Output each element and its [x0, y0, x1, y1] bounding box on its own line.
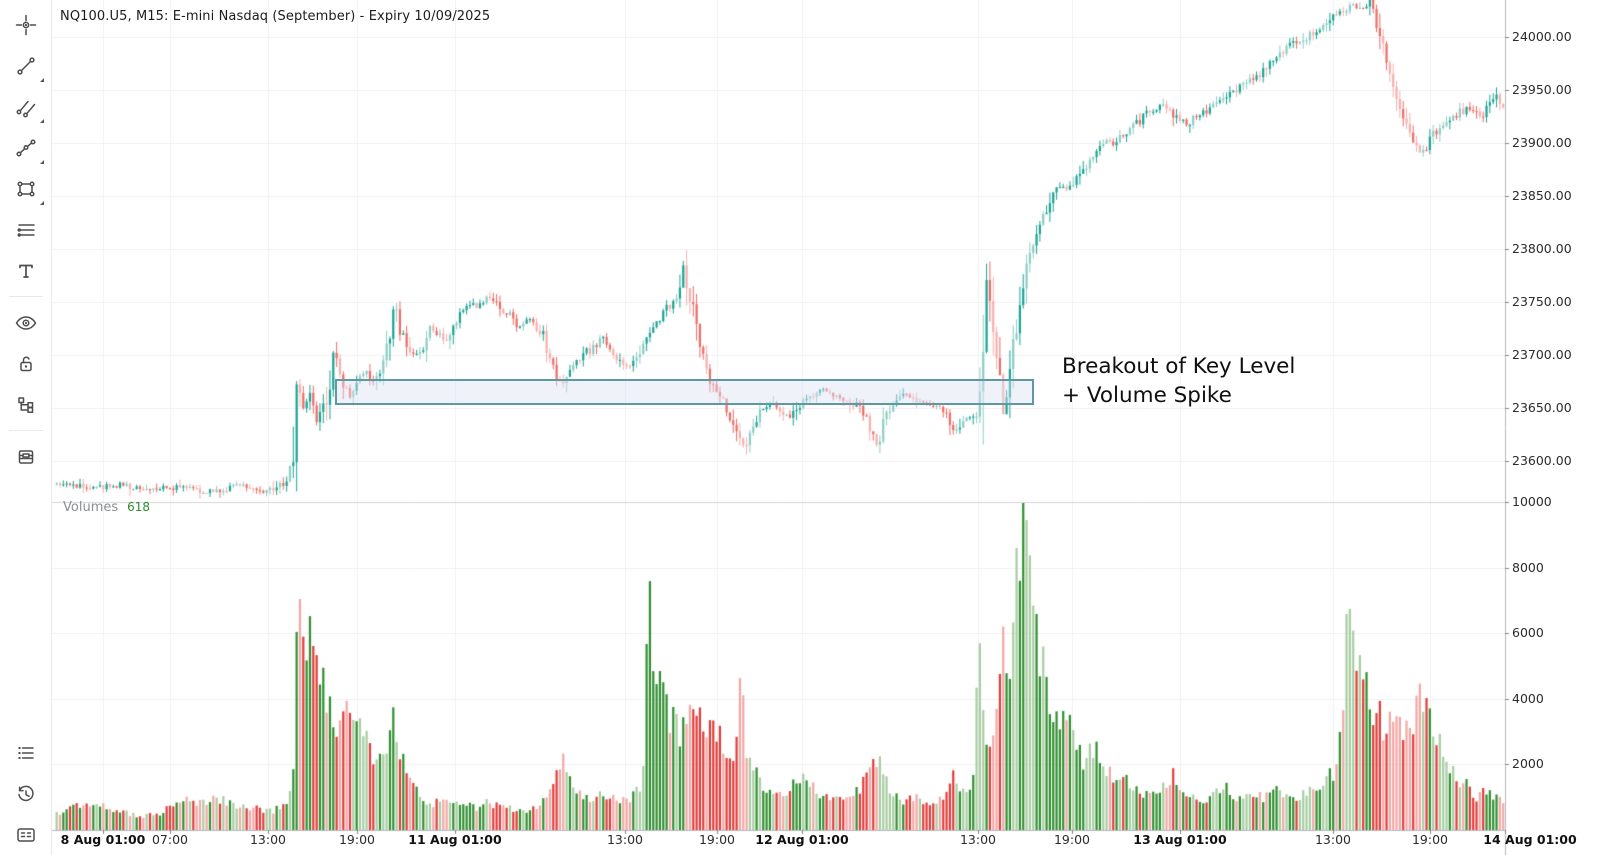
time-tick-label: 19:00 — [338, 832, 376, 847]
hide-drawings-button[interactable] — [5, 302, 47, 343]
remove-drawings-button[interactable] — [5, 436, 47, 477]
object-tree-icon — [17, 396, 33, 413]
history-clock-icon — [17, 785, 34, 801]
price-tick-label: 23950.00 — [1512, 82, 1572, 97]
time-tick-label: 07:00 — [151, 832, 189, 847]
fibonacci-icon — [17, 223, 35, 237]
object-tree-button[interactable] — [5, 384, 47, 425]
time-tick-label: 19:00 — [698, 832, 736, 847]
volume-indicator-name: Volumes — [63, 500, 119, 515]
annotation-line-2: + Volume Spike — [1062, 383, 1232, 408]
volume-tick-label: 10000 — [1512, 494, 1552, 509]
submenu-corner — [39, 201, 44, 205]
trend-line-icon — [16, 56, 35, 75]
time-tick-label: 13:00 — [1314, 832, 1352, 847]
price-tick-label: 23750.00 — [1512, 294, 1572, 309]
fibonacci-tool-button[interactable] — [5, 209, 47, 250]
time-tick-label: 19:00 — [1411, 832, 1449, 847]
volume-indicator-value: 618 — [127, 500, 151, 514]
time-tick-label: 13:00 — [606, 832, 644, 847]
crosshair-tool-button[interactable] — [5, 4, 47, 45]
remove-drawings-icon — [18, 449, 33, 464]
text-tool-button[interactable] — [5, 250, 47, 291]
shapes-tool-button[interactable] — [5, 168, 47, 209]
unlocked-padlock-icon — [19, 356, 32, 371]
history-button[interactable] — [5, 773, 47, 814]
polyline-icon — [15, 138, 36, 157]
notes-card-button[interactable] — [5, 814, 47, 855]
toolbar-separator — [8, 296, 43, 297]
crosshair-icon — [15, 14, 36, 35]
time-tick-label: 14 Aug 01:00 — [1483, 832, 1577, 847]
chart-title: NQ100.U5, M15: E-mini Nasdaq (September)… — [60, 9, 491, 24]
price-tick-label: 23650.00 — [1512, 400, 1572, 415]
submenu-corner — [39, 160, 44, 164]
volume-tick-label: 2000 — [1512, 756, 1544, 772]
price-tick-label: 23800.00 — [1512, 241, 1572, 256]
parallel-channel-tool-button[interactable] — [5, 86, 47, 127]
list-button[interactable] — [5, 732, 47, 773]
list-icon — [18, 746, 34, 759]
toolbar-separator — [8, 430, 43, 431]
price-tick-label: 23900.00 — [1512, 135, 1572, 150]
parallel-channel-icon — [16, 100, 35, 117]
trend-line-tool-button[interactable] — [5, 45, 47, 86]
key-level-rectangle-drawing[interactable] — [335, 379, 1034, 405]
time-tick-label: 12 Aug 01:00 — [755, 832, 849, 847]
notes-card-icon — [16, 827, 35, 842]
shapes-icon — [16, 180, 35, 197]
volume-indicator-label[interactable]: Volumes 618 — [63, 500, 150, 515]
breakout-annotation-text[interactable]: Breakout of Key Level + Volume Spike — [1062, 352, 1295, 410]
eye-icon — [15, 315, 36, 330]
price-tick-label: 23600.00 — [1512, 453, 1572, 468]
polyline-tool-button[interactable] — [5, 127, 47, 168]
time-tick-label: 13:00 — [249, 832, 287, 847]
price-tick-label: 23850.00 — [1512, 188, 1572, 203]
submenu-corner — [39, 119, 44, 123]
volume-tick-label: 4000 — [1512, 690, 1544, 706]
text-tool-icon — [18, 264, 33, 278]
price-tick-label: 23700.00 — [1512, 347, 1572, 362]
time-tick-label: 13 Aug 01:00 — [1133, 832, 1227, 847]
price-tick-label: 24000.00 — [1512, 29, 1572, 44]
time-tick-label: 13:00 — [959, 832, 997, 847]
time-tick-label: 19:00 — [1053, 832, 1091, 847]
volume-tick-label: 6000 — [1512, 625, 1544, 641]
time-tick-label: 11 Aug 01:00 — [408, 832, 502, 847]
lock-drawings-button[interactable] — [5, 343, 47, 384]
volume-tick-label: 8000 — [1512, 559, 1544, 575]
submenu-corner — [39, 78, 44, 82]
drawing-toolbar — [0, 0, 52, 855]
annotation-line-1: Breakout of Key Level — [1062, 354, 1296, 379]
time-tick-label: 8 Aug 01:00 — [60, 832, 146, 847]
